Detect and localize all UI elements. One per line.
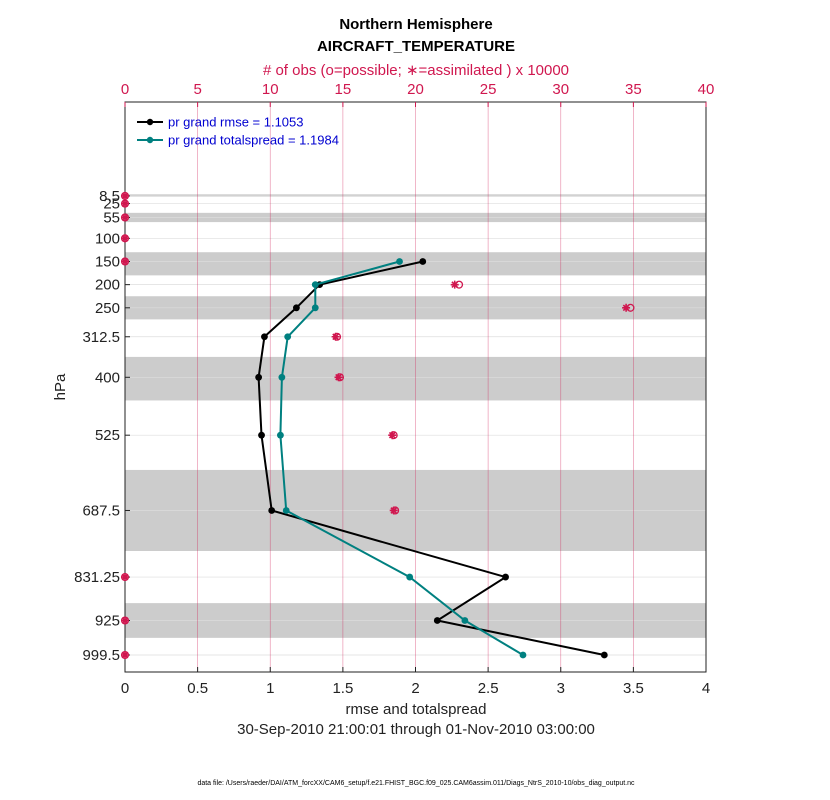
series-point-rmse (261, 333, 268, 341)
obs-assimilated-marker (121, 213, 129, 222)
top-axis-ticks: 0 5 10 15 20 25 30 35 40 (121, 81, 715, 107)
series-point-spread (284, 333, 292, 341)
legend: pr grand rmse = 1.1053 pr grand totalspr… (137, 115, 339, 148)
obs-assimilated-marker (331, 332, 340, 341)
obs-assimilated-marker (622, 303, 631, 312)
top-tick-label: 10 (262, 81, 279, 98)
legend-marker-spread (146, 136, 154, 144)
top-tick-label: 25 (480, 81, 497, 98)
shaded-band (125, 356, 706, 401)
x-axis-label: rmse and totalspread (346, 701, 487, 718)
level-gridlines (125, 195, 706, 656)
chart-subtitle: AIRCRAFT_TEMPERATURE (317, 38, 515, 55)
y-tick-label: 250 (95, 300, 120, 317)
top-axis-label: # of obs (o=possible; ∗=assimilated ) x … (263, 62, 569, 79)
series-point-rmse (600, 651, 608, 659)
series-point-rmse (255, 373, 263, 381)
series-point-spread (282, 507, 290, 514)
y-tick-label: 831.25 (74, 569, 120, 586)
y-tick-label: 8.5 (99, 188, 120, 205)
y-tick-label: 525 (95, 427, 120, 444)
series-point-spread (311, 304, 319, 312)
obs-assimilated-marker (121, 199, 129, 208)
obs-assimilated-marker (121, 191, 129, 200)
y-tick-label: 150 (95, 253, 120, 270)
y-tick-label: 312.5 (82, 329, 120, 346)
bottom-tick-label: 1.5 (332, 680, 353, 697)
bottom-tick-label: 2 (411, 680, 419, 697)
shaded-band (125, 194, 706, 197)
series-point-spread (519, 651, 527, 659)
bottom-tick-label: 1 (266, 680, 274, 697)
vertical-gridlines (197, 102, 634, 672)
series-point-rmse (268, 507, 276, 514)
series-point-spread (396, 258, 403, 265)
top-tick-label: 20 (407, 81, 424, 98)
top-tick-label: 30 (552, 81, 569, 98)
series-point-spread (406, 573, 414, 581)
legend-rmse: pr grand rmse = 1.1053 (168, 115, 304, 130)
y-tick-label: 925 (95, 612, 120, 629)
top-tick-label: 0 (121, 81, 129, 98)
bottom-tick-label: 0.5 (187, 680, 208, 697)
bottom-axis-ticks: 0 0.5 1 1.5 2 2.5 3 3.5 4 (121, 667, 710, 697)
y-tick-label: 55 (103, 209, 120, 226)
bottom-tick-label: 2.5 (478, 680, 499, 697)
legend-marker-rmse (146, 118, 154, 126)
legend-spread: pr grand totalspread = 1.1984 (168, 133, 339, 148)
top-tick-label: 5 (193, 81, 201, 98)
y-axis-label: hPa (52, 373, 69, 400)
series-point-rmse (433, 617, 441, 624)
obs-assimilated-marker (388, 431, 397, 440)
series-line-spread (279, 260, 524, 656)
chart-title: Northern Hemisphere (339, 16, 492, 33)
series-point-rmse (258, 431, 265, 439)
y-tick-label: 400 (95, 369, 120, 386)
obs-assimilated-marker (121, 257, 129, 266)
y-tick-label: 100 (95, 230, 120, 247)
top-tick-label: 15 (335, 81, 352, 98)
series-point-spread (461, 617, 469, 624)
y-tick-label: 687.5 (82, 502, 120, 519)
obs-assimilated-marker (121, 573, 129, 582)
series-point-spread (278, 373, 286, 381)
bottom-tick-label: 0 (121, 680, 129, 697)
bottom-tick-label: 3.5 (623, 680, 644, 697)
series-point-rmse (502, 573, 509, 581)
obs-count-markers (120, 191, 635, 660)
obs-assimilated-marker (121, 234, 129, 243)
series-point-spread (311, 281, 319, 289)
top-tick-label: 35 (625, 81, 642, 98)
obs-assimilated-marker (121, 651, 129, 659)
series-point-rmse (419, 258, 427, 265)
date-range: 30-Sep-2010 21:00:01 through 01-Nov-2010… (237, 721, 595, 738)
obs-assimilated-marker (121, 616, 129, 625)
top-tick-label: 40 (698, 81, 715, 98)
data-file-footer: data file: /Users/raeder/DAI/ATM_forcXX/… (197, 780, 635, 787)
y-tick-label: 25 (103, 196, 120, 213)
obs-assimilated-marker (450, 280, 459, 289)
series-point-spread (277, 431, 284, 439)
series-lines (255, 258, 608, 659)
y-tick-label: 999.5 (82, 647, 120, 664)
obs-assimilated-marker (334, 373, 343, 382)
bottom-tick-label: 3 (557, 680, 565, 697)
y-tick-label: 200 (95, 277, 120, 294)
series-point-rmse (292, 304, 300, 312)
series-line-rmse (257, 260, 605, 656)
obs-assimilated-marker (389, 506, 398, 515)
bottom-tick-label: 4 (702, 680, 710, 697)
